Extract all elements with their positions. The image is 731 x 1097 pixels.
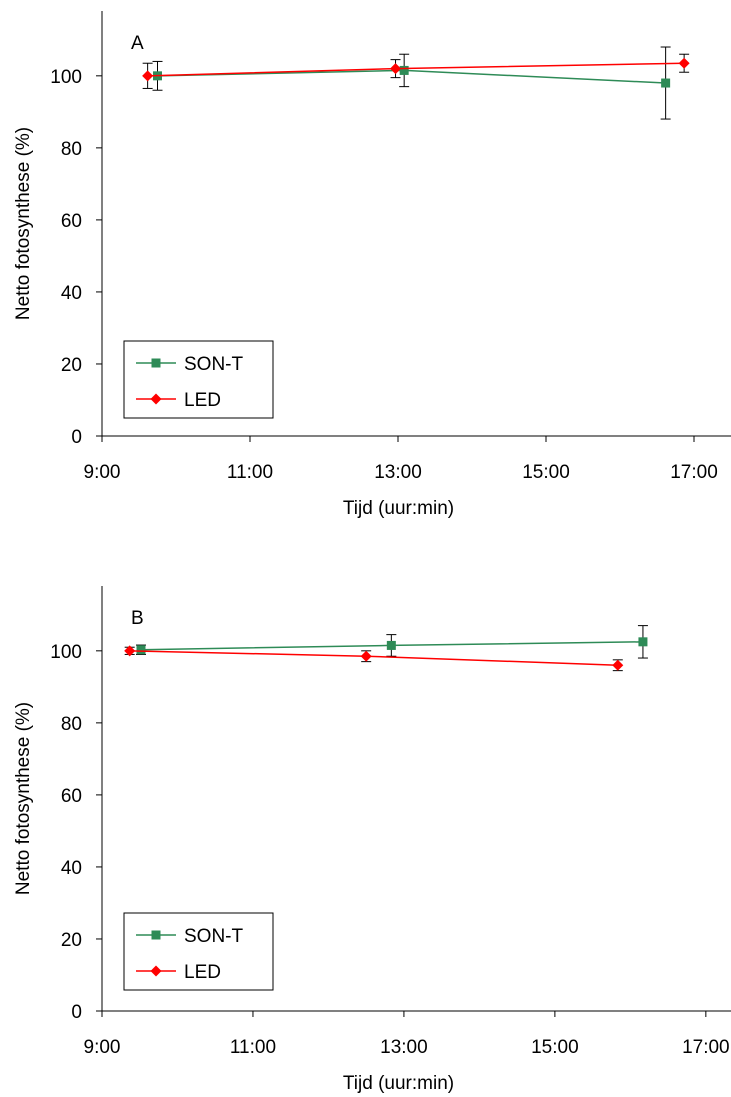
legend-box — [123, 340, 274, 419]
y-tick-label: 0 — [71, 427, 82, 448]
series-line — [157, 69, 666, 84]
data-point-diamond — [124, 645, 136, 657]
y-tick-label: 80 — [61, 139, 82, 160]
x-tick-label: 9:00 — [84, 462, 121, 483]
data-point-diamond — [390, 63, 402, 75]
legend-marker-square — [151, 930, 161, 940]
legend-marker-square — [151, 358, 161, 368]
data-point-square — [399, 65, 409, 75]
x-tick-label: 15:00 — [522, 462, 570, 483]
x-tick-label: 13:00 — [374, 462, 422, 483]
y-axis-title: Netto fotosynthese (%) — [13, 702, 34, 895]
y-tick-label: 60 — [61, 211, 82, 232]
data-point-diamond — [678, 57, 690, 69]
x-axis-title: Tijd (uur:min) — [343, 498, 454, 519]
series-son-t — [135, 625, 648, 659]
data-point-square — [386, 640, 396, 650]
y-tick-label: 100 — [50, 67, 82, 88]
x-tick-label: 15:00 — [531, 1037, 579, 1058]
data-point-diamond — [142, 70, 154, 82]
legend-marker-diamond — [150, 393, 162, 405]
chart-panel-b: 0 20 40 60 80 100 9:00 11:00 13:00 15:00 17:00 Tijd… — [13, 586, 731, 1094]
x-tick-label: 17:00 — [682, 1037, 730, 1058]
y-tick-label: 20 — [61, 930, 82, 951]
x-axis-title: Tijd (uur:min) — [343, 1073, 454, 1094]
y-tick-label: 80 — [61, 714, 82, 735]
data-point-diamond — [360, 650, 372, 662]
legend-box — [123, 912, 274, 991]
data-point-square — [661, 78, 671, 88]
x-tick-label: 9:00 — [84, 1037, 121, 1058]
y-tick-label: 100 — [50, 642, 82, 663]
legend-marker-diamond — [150, 965, 162, 977]
series-line — [147, 62, 685, 77]
y-tick-label: 40 — [61, 283, 82, 304]
y-tick-label: 40 — [61, 858, 82, 879]
data-point-square — [136, 645, 146, 655]
y-axis-title: Netto fotosynthese (%) — [13, 127, 34, 320]
legend-label: SON-T — [184, 354, 244, 375]
legend: SON-T LED — [123, 912, 274, 991]
panel-label: B — [131, 608, 144, 629]
legend-label: LED — [184, 390, 221, 411]
x-tick-label: 11:00 — [230, 1037, 276, 1058]
data-point-diamond — [612, 659, 624, 671]
y-tick-label: 0 — [71, 1002, 82, 1023]
x-tick-label: 11:00 — [227, 462, 273, 483]
series-son-t — [152, 46, 671, 120]
legend-label: LED — [184, 962, 221, 983]
y-tick-label: 20 — [61, 355, 82, 376]
series-led — [124, 645, 624, 672]
y-tick-label: 60 — [61, 786, 82, 807]
series-line — [129, 650, 618, 666]
panel-label: A — [131, 33, 144, 54]
x-tick-label: 17:00 — [670, 462, 718, 483]
chart-panel-a: 0 20 40 60 80 100 9:00 11:00 13:00 15:00 17:00 Tijd… — [13, 11, 731, 519]
legend: SON-T LED — [123, 340, 274, 419]
x-tick-label: 13:00 — [380, 1037, 428, 1058]
series-led — [142, 53, 690, 89]
data-point-square — [638, 637, 648, 647]
legend-label: SON-T — [184, 926, 244, 947]
